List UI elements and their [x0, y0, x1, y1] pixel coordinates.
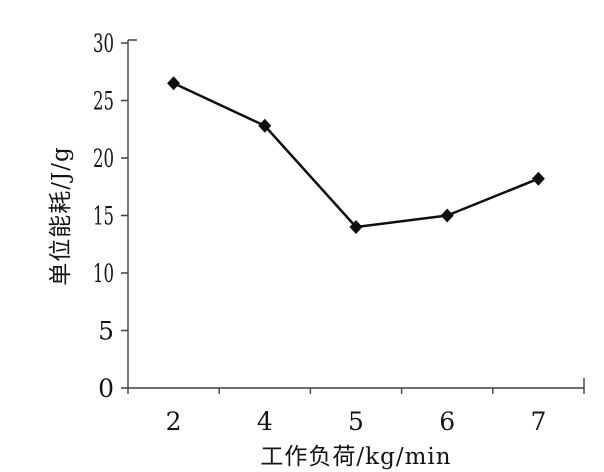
- x-axis-ticks: [127, 388, 585, 394]
- y-axis-ticks: [121, 42, 128, 389]
- x-axis-title: 工作负荷/kg/min: [260, 444, 452, 470]
- data-point-marker: [258, 118, 272, 133]
- data-point-marker: [167, 76, 181, 91]
- series-line: [172, 82, 540, 229]
- x-tick-label: 6: [439, 407, 455, 436]
- x-tick-label: 5: [348, 407, 364, 436]
- y-tick-label: 5: [98, 317, 114, 346]
- data-point-marker: [440, 208, 454, 223]
- y-tick-label: 15: [93, 202, 114, 231]
- data-point-marker: [349, 220, 363, 234]
- y-tick-label: 25: [93, 87, 114, 116]
- y-tick-label: 20: [93, 144, 114, 173]
- y-tick-label: 30: [93, 29, 114, 58]
- axes: [127, 39, 585, 389]
- y-axis-title: 单位能耗/J/g: [48, 146, 74, 286]
- y-tick-label: 10: [93, 259, 114, 288]
- x-tick-label: 4: [257, 407, 273, 436]
- y-tick-label: 0: [98, 374, 114, 403]
- data-point-marker: [531, 171, 545, 186]
- x-tick-label: 7: [530, 407, 546, 436]
- x-tick-label: 2: [166, 407, 182, 436]
